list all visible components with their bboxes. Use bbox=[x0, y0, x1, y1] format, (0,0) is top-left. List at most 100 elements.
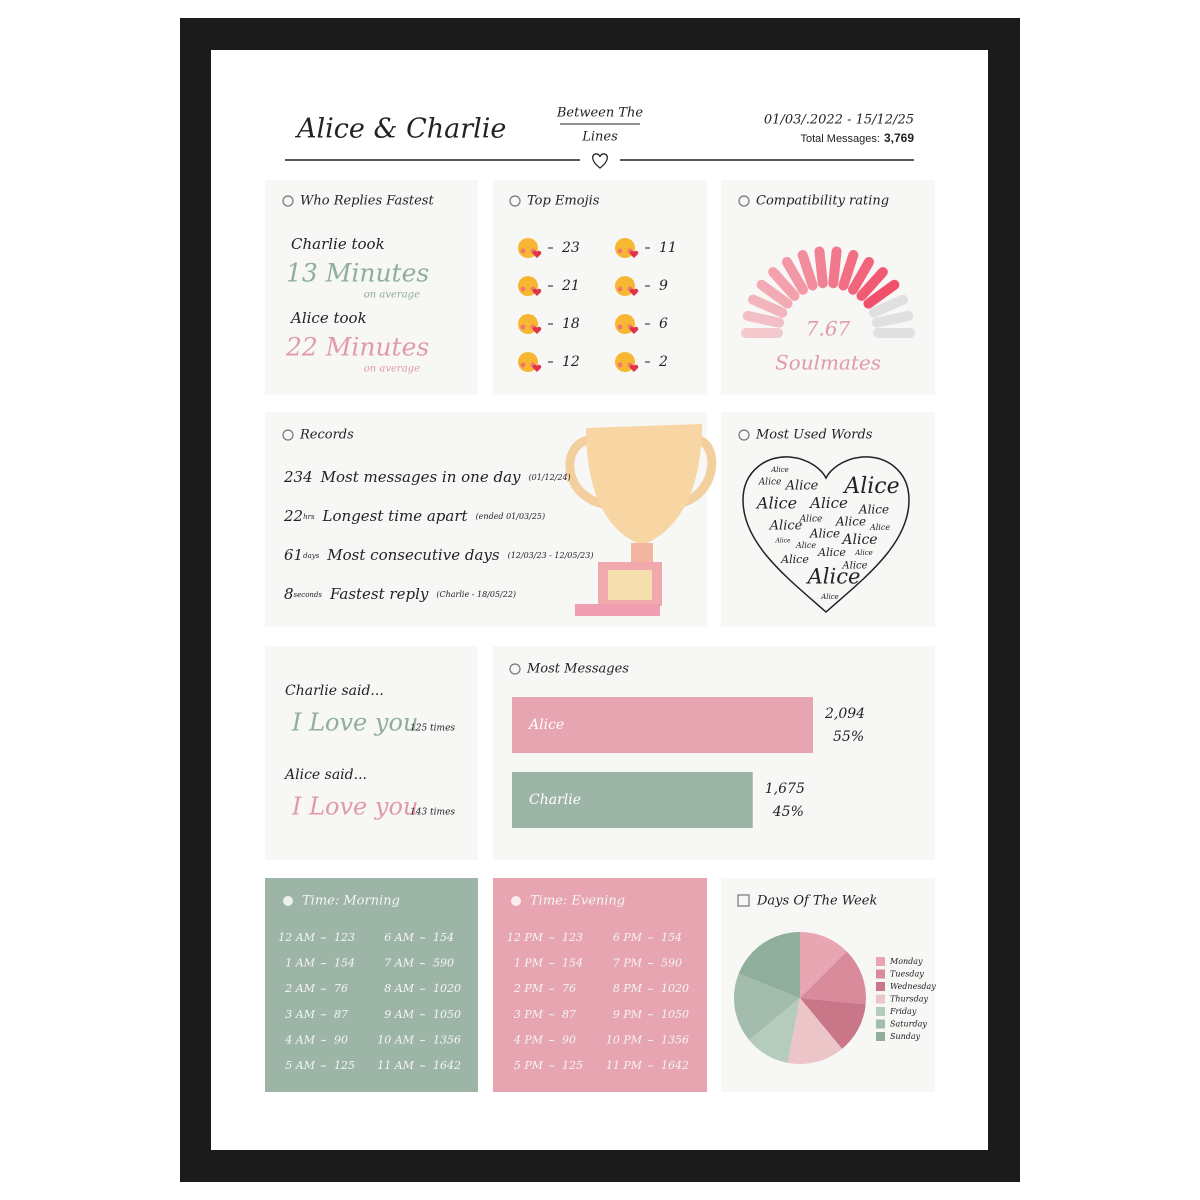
word: Alice bbox=[769, 519, 803, 534]
emoji-cheek bbox=[520, 362, 526, 368]
word: Alice bbox=[785, 479, 819, 494]
time-label: 4 PM bbox=[513, 1033, 544, 1046]
record: 234 Most messages in one day (01/12/24) bbox=[283, 468, 571, 486]
emoji-cheek bbox=[617, 286, 623, 292]
record-note: (01/12/24) bbox=[529, 473, 571, 482]
gauge-segment bbox=[748, 294, 788, 318]
word: Alice bbox=[817, 546, 846, 559]
emoji-heart bbox=[629, 326, 639, 334]
gauge-segment bbox=[797, 250, 818, 291]
pie-slice bbox=[749, 998, 800, 1063]
card-title: Most Used Words bbox=[755, 428, 873, 443]
time-label: 9 AM bbox=[384, 1008, 414, 1021]
card-title: Time: Morning bbox=[302, 894, 400, 909]
emoji-heart bbox=[532, 250, 542, 258]
gauge-segment bbox=[814, 246, 828, 289]
time-count: 154 bbox=[433, 931, 454, 944]
said-speaker: Alice said... bbox=[283, 767, 367, 783]
record-note: (12/03/23 - 12/05/23) bbox=[508, 551, 594, 560]
time-label: 3 PM bbox=[514, 1008, 544, 1021]
card-title: Days Of The Week bbox=[756, 894, 877, 909]
said-phrase: I Love you bbox=[291, 709, 418, 737]
word: Alice bbox=[758, 478, 782, 488]
reply-note: on average bbox=[364, 290, 420, 301]
total-label: Total Messages: bbox=[800, 133, 879, 145]
card-icon bbox=[283, 896, 293, 906]
record-value: 234 bbox=[283, 468, 313, 486]
gauge-segment bbox=[742, 310, 785, 328]
word: Alice bbox=[795, 541, 816, 550]
emoji-count: 23 bbox=[561, 240, 580, 256]
card bbox=[265, 180, 478, 395]
time-label: 1 AM bbox=[285, 957, 315, 970]
record-title: Most messages in one day bbox=[320, 468, 521, 486]
gauge-segment bbox=[863, 279, 900, 309]
message-bar bbox=[512, 772, 753, 828]
emoji-cheek bbox=[617, 362, 623, 368]
word: Alice bbox=[854, 549, 873, 557]
card-title: Records bbox=[299, 428, 354, 443]
trophy-plate bbox=[608, 570, 652, 600]
brand-line: Between The bbox=[556, 106, 644, 121]
pie-slice bbox=[800, 951, 866, 1005]
gauge-segment bbox=[848, 256, 874, 295]
reply-label: Alice took bbox=[289, 309, 367, 327]
legend-swatch bbox=[876, 1019, 885, 1029]
pie-slice bbox=[734, 973, 800, 1041]
legend-label: Wednesday bbox=[890, 982, 936, 991]
said-count: 143 times bbox=[410, 808, 455, 818]
said-speaker: Charlie said... bbox=[285, 683, 384, 699]
record-note: (Charlie - 18/05/22) bbox=[436, 590, 516, 599]
word-heart bbox=[742, 456, 910, 614]
pie-slice bbox=[787, 998, 843, 1064]
record: 22hrs Longest time apart (ended 01/03/25) bbox=[283, 507, 545, 525]
message-bar bbox=[512, 697, 813, 753]
gauge-segment bbox=[782, 256, 808, 295]
record-unit: seconds bbox=[294, 591, 323, 599]
time-label: 6 AM bbox=[384, 931, 414, 944]
emoji-heart bbox=[629, 364, 639, 372]
record-title: Most consecutive days bbox=[326, 546, 500, 564]
time-count: 1050 bbox=[661, 1008, 689, 1021]
heart-icon bbox=[592, 153, 608, 169]
emoji-heart bbox=[532, 288, 542, 296]
word: Alice bbox=[799, 515, 823, 525]
trophy-cup bbox=[586, 424, 702, 545]
gauge-segment bbox=[768, 267, 800, 301]
reply-label: Charlie took bbox=[291, 235, 385, 253]
compatibility-score: 7.67 bbox=[806, 317, 851, 341]
time-label: 12 AM bbox=[278, 931, 315, 944]
time-label: 8 AM bbox=[384, 982, 414, 995]
record-note: (ended 01/03/25) bbox=[476, 512, 546, 521]
emoji-heart bbox=[629, 288, 639, 296]
time-count: 125 bbox=[334, 1059, 355, 1072]
bar-share: 55% bbox=[833, 729, 864, 745]
time-count: 76 bbox=[334, 982, 348, 995]
gauge-segment bbox=[838, 250, 859, 291]
time-count: 125 bbox=[562, 1059, 583, 1072]
time-count: 1642 bbox=[433, 1059, 461, 1072]
word: Alice bbox=[840, 532, 877, 548]
time-count: 87 bbox=[562, 1008, 576, 1021]
time-count: 154 bbox=[661, 931, 682, 944]
brand-line: Lines bbox=[581, 130, 618, 145]
gauge-segment bbox=[871, 310, 914, 328]
time-label: 11 AM bbox=[377, 1059, 414, 1072]
time-label: 5 AM bbox=[285, 1059, 315, 1072]
bar-name: Alice bbox=[527, 717, 564, 733]
card bbox=[265, 878, 478, 1092]
time-label: 6 PM bbox=[613, 931, 643, 944]
record: 8seconds Fastest reply (Charlie - 18/05/22… bbox=[284, 585, 516, 603]
legend-label: Tuesday bbox=[890, 970, 924, 979]
card-title: Top Emojis bbox=[527, 194, 600, 209]
card-title: Who Replies Fastest bbox=[300, 194, 434, 209]
time-label: 1 PM bbox=[514, 957, 544, 970]
record-unit: hrs bbox=[303, 513, 315, 521]
emoji-count: 11 bbox=[659, 240, 677, 256]
total-messages: Total Messages: 3,769 bbox=[800, 131, 914, 145]
card bbox=[265, 646, 478, 860]
emoji-count: 18 bbox=[562, 316, 580, 332]
emoji-count: 6 bbox=[659, 316, 668, 332]
compatibility-verdict: Soulmates bbox=[775, 351, 881, 375]
